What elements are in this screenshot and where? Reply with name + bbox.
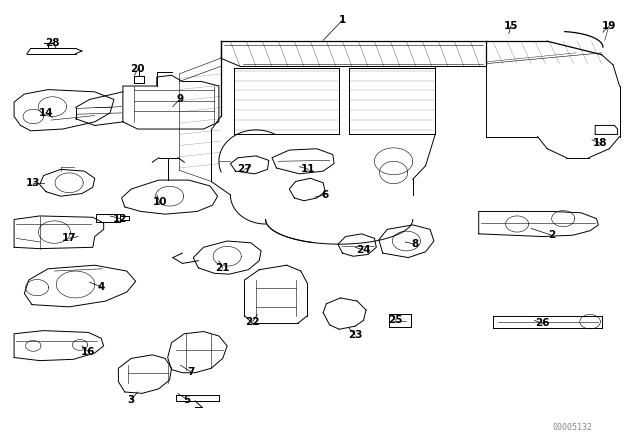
- Text: 14: 14: [39, 108, 53, 118]
- Text: 16: 16: [81, 347, 95, 357]
- Text: 28: 28: [45, 38, 60, 47]
- Text: 7: 7: [187, 367, 195, 377]
- Text: 23: 23: [348, 330, 362, 340]
- Text: 15: 15: [504, 21, 518, 31]
- Text: 10: 10: [153, 198, 167, 207]
- Text: 17: 17: [62, 233, 76, 243]
- Text: 24: 24: [356, 245, 371, 255]
- Text: 13: 13: [26, 178, 40, 188]
- Text: 11: 11: [301, 164, 316, 174]
- Text: 27: 27: [237, 164, 252, 174]
- Text: 21: 21: [216, 263, 230, 273]
- Text: 12: 12: [113, 214, 127, 224]
- Text: 25: 25: [388, 315, 403, 325]
- Text: 22: 22: [246, 317, 260, 327]
- Text: 8: 8: [411, 239, 419, 249]
- Text: 2: 2: [548, 230, 556, 240]
- Text: 6: 6: [321, 190, 329, 200]
- Text: 5: 5: [183, 395, 191, 405]
- Text: 20: 20: [131, 65, 145, 74]
- Text: 18: 18: [593, 138, 607, 148]
- Text: 9: 9: [177, 94, 184, 103]
- Text: 19: 19: [602, 21, 616, 31]
- Text: 26: 26: [536, 319, 550, 328]
- Text: 00005132: 00005132: [553, 423, 593, 432]
- Text: 1: 1: [339, 15, 346, 25]
- Text: 4: 4: [97, 282, 105, 292]
- Text: 3: 3: [127, 395, 135, 405]
